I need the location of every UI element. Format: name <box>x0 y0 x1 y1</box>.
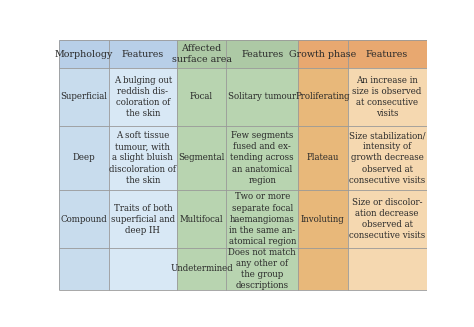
Bar <box>59 68 109 126</box>
Text: Superficial: Superficial <box>61 92 108 101</box>
Bar <box>347 41 427 68</box>
Bar <box>109 190 177 248</box>
Text: Features: Features <box>122 50 164 59</box>
Text: Features: Features <box>241 50 283 59</box>
Bar <box>347 126 427 190</box>
Bar <box>298 68 347 126</box>
Bar <box>347 248 427 290</box>
Text: Affected
surface area: Affected surface area <box>172 44 232 64</box>
Bar <box>59 248 109 290</box>
Text: A bulging out
reddish dis-
coloration of
the skin: A bulging out reddish dis- coloration of… <box>114 76 172 118</box>
Text: Plateau: Plateau <box>307 153 339 163</box>
Text: Few segments
fused and ex-
tending across
an anatomical
region: Few segments fused and ex- tending acros… <box>230 131 294 185</box>
Text: Deep: Deep <box>73 153 95 163</box>
Bar <box>177 126 227 190</box>
Text: Size stabilization/
intensity of
growth decrease
observed at
consecutive visits: Size stabilization/ intensity of growth … <box>349 131 425 185</box>
Bar <box>298 190 347 248</box>
Bar <box>109 41 177 68</box>
Bar <box>227 190 298 248</box>
Text: Growth phase: Growth phase <box>289 50 356 59</box>
Text: Traits of both
superficial and
deep IH: Traits of both superficial and deep IH <box>111 204 175 235</box>
Text: Compound: Compound <box>61 215 108 224</box>
Bar <box>109 248 177 290</box>
Text: Proliferating: Proliferating <box>295 92 350 101</box>
Bar <box>59 41 109 68</box>
Text: Undetermined: Undetermined <box>170 264 233 273</box>
Text: An increase in
size is observed
at consecutive
visits: An increase in size is observed at conse… <box>353 76 422 118</box>
Bar <box>227 126 298 190</box>
Bar <box>347 68 427 126</box>
Text: Focal: Focal <box>190 92 213 101</box>
Bar <box>59 126 109 190</box>
Bar <box>298 126 347 190</box>
Bar <box>177 190 227 248</box>
Text: Size or discolor-
ation decrease
observed at
consecutive visits: Size or discolor- ation decrease observe… <box>349 198 425 240</box>
Text: Features: Features <box>366 50 408 59</box>
Text: Multifocal: Multifocal <box>180 215 223 224</box>
Bar <box>177 248 227 290</box>
Bar <box>227 68 298 126</box>
Bar <box>109 126 177 190</box>
Bar <box>59 190 109 248</box>
Bar <box>298 41 347 68</box>
Bar <box>177 68 227 126</box>
Text: Solitary tumour: Solitary tumour <box>228 92 296 101</box>
Bar <box>298 248 347 290</box>
Text: Segmental: Segmental <box>178 153 225 163</box>
Text: Morphology: Morphology <box>55 50 113 59</box>
Bar <box>109 68 177 126</box>
Bar <box>227 248 298 290</box>
Bar <box>347 190 427 248</box>
Text: Two or more
separate focal
haemangiomas
in the same an-
atomical region: Two or more separate focal haemangiomas … <box>228 193 296 246</box>
Bar <box>227 41 298 68</box>
Text: Does not match
any other of
the group
descriptions: Does not match any other of the group de… <box>228 248 296 290</box>
Text: A soft tissue
tumour, with
a slight bluish
discoloration of
the skin: A soft tissue tumour, with a slight blui… <box>109 131 176 185</box>
Bar <box>177 41 227 68</box>
Text: Involuting: Involuting <box>301 215 345 224</box>
